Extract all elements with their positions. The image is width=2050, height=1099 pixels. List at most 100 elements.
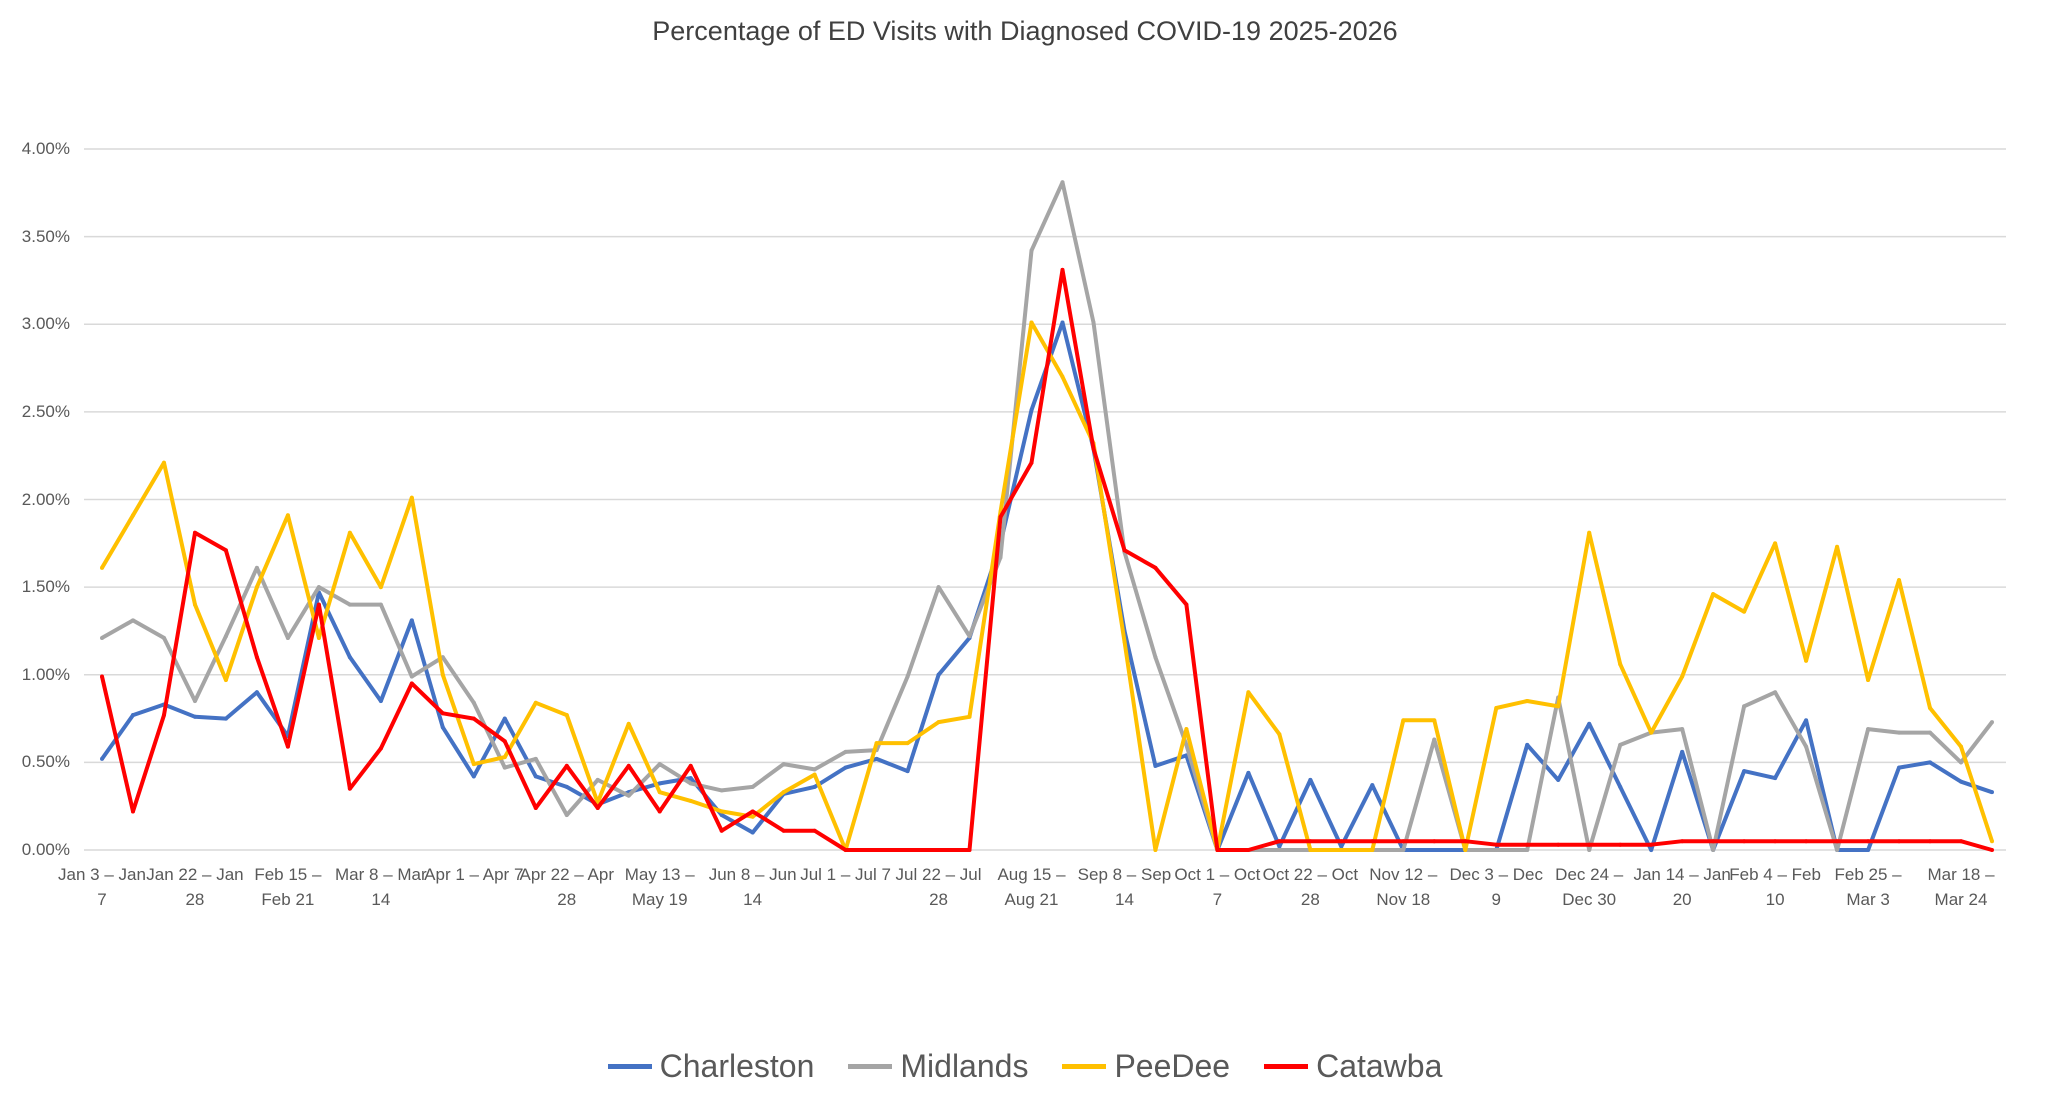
series-line-charleston xyxy=(100,320,1993,852)
data-point-catawba xyxy=(719,828,724,833)
x-tick-label: Jan 14 – Jan 20 xyxy=(1633,865,1731,909)
data-point-midlands xyxy=(161,635,166,640)
data-point-charleston xyxy=(657,781,662,786)
data-point-charleston xyxy=(1246,770,1251,775)
data-point-peedee xyxy=(564,713,569,718)
legend-swatch xyxy=(1264,1064,1309,1069)
data-point-midlands xyxy=(657,762,662,767)
data-point-peedee xyxy=(1463,848,1468,852)
y-tick-label: 4.00% xyxy=(21,139,70,158)
data-point-catawba xyxy=(967,848,972,852)
data-point-catawba xyxy=(1649,842,1654,847)
data-point-catawba xyxy=(1680,839,1685,844)
data-point-catawba xyxy=(1339,839,1344,844)
series-line-catawba xyxy=(100,267,1993,852)
data-point-catawba xyxy=(1494,842,1499,847)
data-point-charleston xyxy=(347,655,352,660)
legend-swatch xyxy=(848,1064,893,1069)
data-point-peedee xyxy=(1959,744,1964,749)
data-point-midlands xyxy=(905,674,910,679)
y-tick-label: 0.00% xyxy=(21,840,70,859)
data-point-peedee xyxy=(719,809,724,814)
data-point-peedee xyxy=(100,565,104,570)
data-point-catawba xyxy=(533,805,538,810)
x-tick-label: Feb 15 – Feb 21 xyxy=(254,865,322,909)
data-point-midlands xyxy=(1618,742,1623,747)
data-point-catawba xyxy=(1246,848,1251,852)
data-point-peedee xyxy=(1122,639,1127,644)
data-point-midlands xyxy=(1432,737,1437,742)
data-point-peedee xyxy=(1525,699,1530,704)
data-point-midlands xyxy=(285,635,290,640)
data-point-catawba xyxy=(1711,839,1716,844)
data-point-catawba xyxy=(1432,839,1437,844)
data-point-charleston xyxy=(1153,763,1158,768)
data-point-charleston xyxy=(1897,765,1902,770)
data-point-peedee xyxy=(1897,578,1902,583)
data-point-catawba xyxy=(409,681,414,686)
data-point-peedee xyxy=(1804,658,1809,663)
data-point-charleston xyxy=(1556,777,1561,782)
data-point-midlands xyxy=(998,555,1003,560)
data-point-midlands xyxy=(1742,704,1747,709)
data-point-charleston xyxy=(1742,769,1747,774)
data-point-charleston xyxy=(1277,844,1282,849)
data-point-midlands xyxy=(471,700,476,705)
data-point-catawba xyxy=(347,786,352,791)
legend-item-catawba: Catawba xyxy=(1264,1048,1442,1085)
data-point-midlands xyxy=(967,634,972,639)
data-point-charleston xyxy=(905,769,910,774)
data-point-peedee xyxy=(1153,848,1158,852)
data-point-midlands xyxy=(223,634,228,639)
data-point-catawba xyxy=(657,809,662,814)
data-point-peedee xyxy=(657,790,662,795)
data-point-catawba xyxy=(812,828,817,833)
data-point-charleston xyxy=(1029,408,1034,413)
data-point-midlands xyxy=(1587,848,1592,852)
data-point-midlands xyxy=(1804,744,1809,749)
x-tick-label: Feb 4 – Feb 10 xyxy=(1729,865,1821,909)
data-point-charleston xyxy=(750,830,755,835)
x-tick-label: Aug 15 – Aug 21 xyxy=(997,865,1066,909)
data-point-midlands xyxy=(254,565,259,570)
data-point-midlands xyxy=(812,767,817,772)
legend-swatch xyxy=(607,1064,652,1069)
data-point-charleston xyxy=(1339,844,1344,849)
data-point-peedee xyxy=(502,755,507,760)
data-point-catawba xyxy=(1122,548,1127,553)
data-point-midlands xyxy=(378,602,383,607)
data-point-peedee xyxy=(1618,662,1623,667)
legend-item-midlands: Midlands xyxy=(848,1048,1028,1085)
data-point-catawba xyxy=(1029,460,1034,465)
data-point-peedee xyxy=(1649,730,1654,735)
data-point-peedee xyxy=(440,672,445,677)
series-line-peedee xyxy=(100,320,1994,852)
data-point-catawba xyxy=(1897,839,1902,844)
data-point-peedee xyxy=(1308,848,1313,852)
data-point-catawba xyxy=(595,805,600,810)
data-point-catawba xyxy=(1773,839,1778,844)
data-point-peedee xyxy=(874,741,879,746)
legend: Charleston Midlands PeeDee Catawba xyxy=(0,1048,2050,1085)
x-tick-label: Feb 25 – Mar 3 xyxy=(1834,865,1902,909)
data-point-peedee xyxy=(967,714,972,719)
data-point-catawba xyxy=(161,713,166,718)
data-point-charleston xyxy=(936,672,941,677)
data-point-midlands xyxy=(626,793,631,798)
data-point-midlands xyxy=(1959,760,1964,765)
data-point-catawba xyxy=(1990,848,1994,852)
data-point-charleston xyxy=(1432,848,1437,852)
data-point-charleston xyxy=(1990,790,1994,795)
legend-swatch xyxy=(1062,1064,1107,1069)
data-point-charleston xyxy=(1618,784,1623,789)
data-point-peedee xyxy=(1432,718,1437,723)
data-point-charleston xyxy=(812,784,817,789)
data-point-charleston xyxy=(192,714,197,719)
data-point-peedee xyxy=(781,790,786,795)
data-point-peedee xyxy=(1370,848,1375,852)
data-point-peedee xyxy=(1928,706,1933,711)
y-tick-label: 1.50% xyxy=(21,577,70,597)
data-point-charleston xyxy=(1370,783,1375,788)
data-point-catawba xyxy=(688,763,693,768)
